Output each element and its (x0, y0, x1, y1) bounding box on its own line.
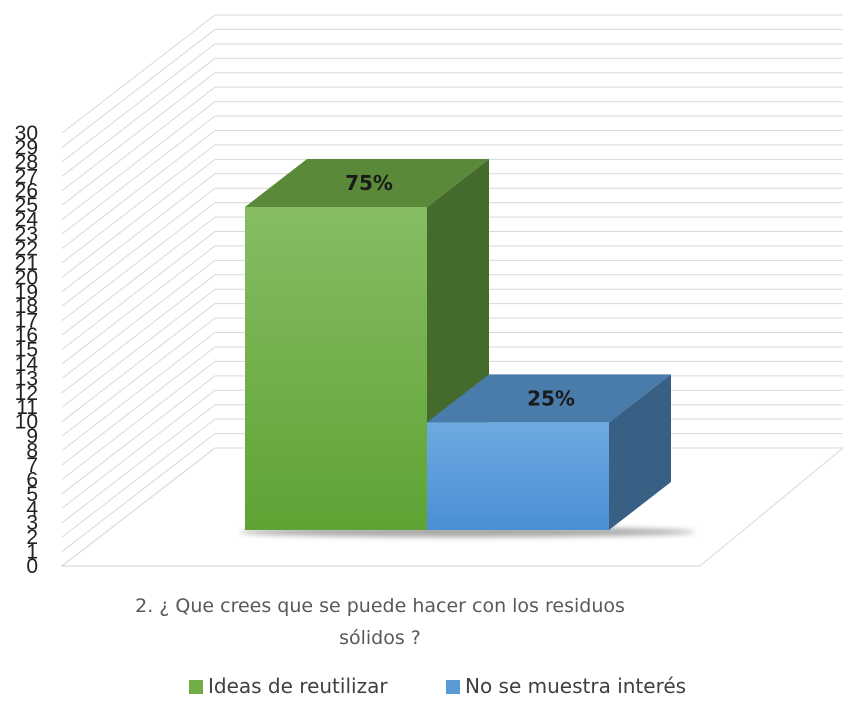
legend-label: No se muestra interés (465, 674, 686, 698)
y-tick-label: 27 (15, 165, 38, 188)
y-tick-label: 9 (26, 425, 38, 448)
x-category-label-line: 2. ¿ Que crees que se puede hacer con lo… (135, 595, 625, 617)
y-tick-label: 25 (15, 194, 38, 217)
y-tick-label: 7 (26, 454, 38, 477)
bar-top (427, 374, 671, 423)
y-tick-label: 11 (16, 396, 38, 419)
gridline (61, 173, 843, 293)
y-tick-label: 6 (26, 468, 38, 491)
gridline (61, 43, 843, 163)
gridline (61, 274, 843, 394)
legend-item: No se muestra interés (446, 674, 686, 698)
y-tick-label: 18 (15, 295, 38, 318)
bar-front (427, 422, 609, 530)
x-axis-category-label: 2. ¿ Que crees que se puede hacer con lo… (135, 595, 625, 649)
y-tick-label: 12 (15, 382, 38, 405)
y-tick-label: 1 (26, 541, 38, 564)
y-tick-label: 3 (26, 512, 38, 535)
gridline (61, 14, 843, 134)
y-tick-label: 10 (15, 411, 38, 434)
gridline (61, 86, 843, 206)
gridline (61, 231, 843, 350)
bar-side (609, 374, 671, 530)
gridline (61, 115, 843, 235)
y-tick-label: 26 (15, 180, 38, 203)
gridline (61, 317, 843, 437)
legend-swatch (189, 680, 203, 694)
legend-item: Ideas de reutilizar (189, 674, 388, 698)
y-tick-label: 30 (15, 122, 38, 145)
y-tick-label: 22 (15, 237, 38, 260)
gridline (61, 303, 843, 423)
gridline (61, 216, 843, 336)
data-label: 75% (345, 171, 393, 195)
bar-front (245, 207, 427, 530)
data-label: 25% (527, 386, 575, 410)
y-tick-label: 14 (15, 353, 39, 376)
y-tick-label: 21 (15, 252, 38, 275)
y-tick-label: 28 (15, 151, 38, 174)
y-tick-label: 0 (26, 555, 38, 578)
gridline (61, 332, 843, 451)
gridline (61, 57, 843, 177)
x-category-label-line: sólidos ? (339, 627, 421, 649)
y-tick-label: 15 (15, 339, 38, 362)
gridline (61, 101, 843, 220)
y-tick-label: 4 (26, 497, 38, 520)
gridline (61, 158, 843, 278)
gridline (61, 144, 843, 264)
bar-top (245, 159, 489, 207)
gridline (61, 72, 843, 192)
y-tick-label: 29 (15, 136, 38, 159)
y-tick-label: 19 (15, 281, 38, 304)
bars (239, 159, 695, 537)
y-tick-label: 20 (15, 266, 38, 289)
gridline (61, 346, 843, 466)
legend: Ideas de reutilizar No se muestra interés (189, 674, 686, 698)
legend-swatch (446, 680, 460, 694)
bar-no-se-muestra-interes (427, 374, 671, 530)
gridline (61, 187, 843, 307)
gridline (61, 202, 843, 322)
y-tick-label: 5 (26, 483, 38, 506)
gridline (61, 360, 843, 480)
y-tick-label: 16 (15, 324, 38, 347)
gridline (61, 288, 843, 408)
y-tick-label: 2 (26, 526, 38, 549)
y-tick-label: 13 (15, 367, 38, 390)
y-tick-label: 8 (26, 440, 38, 463)
gridline (61, 129, 843, 249)
y-tick-label: 17 (15, 310, 38, 333)
grid-lines (60, 14, 843, 567)
y-tick-label: 23 (15, 223, 38, 246)
data-labels: 75% 25% (345, 171, 575, 410)
gridline (61, 245, 843, 365)
gridline (61, 28, 843, 148)
y-tick-label: 24 (15, 209, 39, 232)
y-axis: 0123456789101112131415161718192021222324… (15, 122, 39, 578)
legend-label: Ideas de reutilizar (208, 674, 388, 698)
gridline (61, 259, 843, 379)
